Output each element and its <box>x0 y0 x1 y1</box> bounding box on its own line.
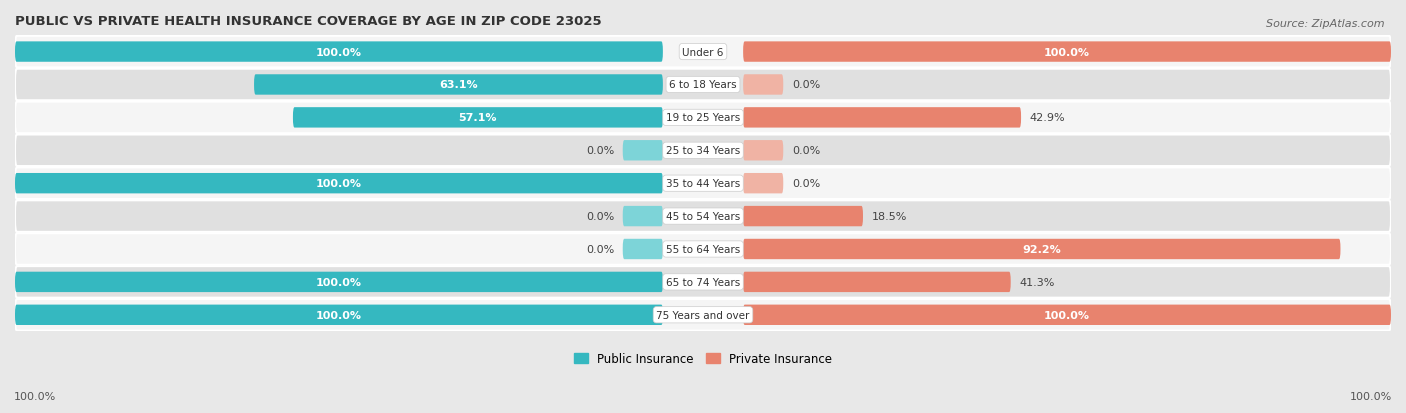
FancyBboxPatch shape <box>15 135 1391 167</box>
FancyBboxPatch shape <box>15 102 1391 134</box>
Text: 92.2%: 92.2% <box>1022 244 1062 254</box>
FancyBboxPatch shape <box>15 272 662 292</box>
FancyBboxPatch shape <box>15 234 1391 265</box>
Text: 0.0%: 0.0% <box>586 244 614 254</box>
FancyBboxPatch shape <box>744 173 783 194</box>
Text: 41.3%: 41.3% <box>1019 277 1054 287</box>
Text: 100.0%: 100.0% <box>1045 47 1090 57</box>
FancyBboxPatch shape <box>623 239 662 259</box>
FancyBboxPatch shape <box>744 75 783 95</box>
FancyBboxPatch shape <box>254 75 662 95</box>
Text: 0.0%: 0.0% <box>792 179 820 189</box>
Text: 65 to 74 Years: 65 to 74 Years <box>666 277 740 287</box>
FancyBboxPatch shape <box>15 305 662 325</box>
Text: 42.9%: 42.9% <box>1029 113 1066 123</box>
Text: 100.0%: 100.0% <box>1350 392 1392 401</box>
Text: 35 to 44 Years: 35 to 44 Years <box>666 179 740 189</box>
FancyBboxPatch shape <box>744 272 1011 292</box>
FancyBboxPatch shape <box>623 141 662 161</box>
FancyBboxPatch shape <box>292 108 662 128</box>
FancyBboxPatch shape <box>744 305 1391 325</box>
Text: 57.1%: 57.1% <box>458 113 498 123</box>
Text: 63.1%: 63.1% <box>439 80 478 90</box>
FancyBboxPatch shape <box>15 299 1391 331</box>
Text: 100.0%: 100.0% <box>1045 310 1090 320</box>
FancyBboxPatch shape <box>744 42 1391 63</box>
Text: 100.0%: 100.0% <box>316 310 361 320</box>
Text: 18.5%: 18.5% <box>872 211 907 221</box>
Text: 0.0%: 0.0% <box>586 211 614 221</box>
FancyBboxPatch shape <box>744 206 863 227</box>
Legend: Public Insurance, Private Insurance: Public Insurance, Private Insurance <box>569 347 837 370</box>
FancyBboxPatch shape <box>15 37 1391 68</box>
Text: 75 Years and over: 75 Years and over <box>657 310 749 320</box>
FancyBboxPatch shape <box>744 141 783 161</box>
FancyBboxPatch shape <box>15 173 662 194</box>
Text: 100.0%: 100.0% <box>14 392 56 401</box>
FancyBboxPatch shape <box>15 168 1391 199</box>
Text: 25 to 34 Years: 25 to 34 Years <box>666 146 740 156</box>
Text: 100.0%: 100.0% <box>316 179 361 189</box>
FancyBboxPatch shape <box>744 108 1021 128</box>
FancyBboxPatch shape <box>623 206 662 227</box>
Text: PUBLIC VS PRIVATE HEALTH INSURANCE COVERAGE BY AGE IN ZIP CODE 23025: PUBLIC VS PRIVATE HEALTH INSURANCE COVER… <box>15 15 602 28</box>
FancyBboxPatch shape <box>744 239 1340 259</box>
FancyBboxPatch shape <box>15 69 1391 101</box>
Text: 100.0%: 100.0% <box>316 47 361 57</box>
Text: Source: ZipAtlas.com: Source: ZipAtlas.com <box>1267 19 1385 28</box>
Text: 100.0%: 100.0% <box>316 277 361 287</box>
FancyBboxPatch shape <box>15 42 662 63</box>
Text: 0.0%: 0.0% <box>792 80 820 90</box>
Text: 55 to 64 Years: 55 to 64 Years <box>666 244 740 254</box>
Text: 0.0%: 0.0% <box>586 146 614 156</box>
FancyBboxPatch shape <box>15 266 1391 298</box>
Text: 0.0%: 0.0% <box>792 146 820 156</box>
Text: 45 to 54 Years: 45 to 54 Years <box>666 211 740 221</box>
Text: 6 to 18 Years: 6 to 18 Years <box>669 80 737 90</box>
Text: 19 to 25 Years: 19 to 25 Years <box>666 113 740 123</box>
Text: Under 6: Under 6 <box>682 47 724 57</box>
FancyBboxPatch shape <box>15 201 1391 233</box>
